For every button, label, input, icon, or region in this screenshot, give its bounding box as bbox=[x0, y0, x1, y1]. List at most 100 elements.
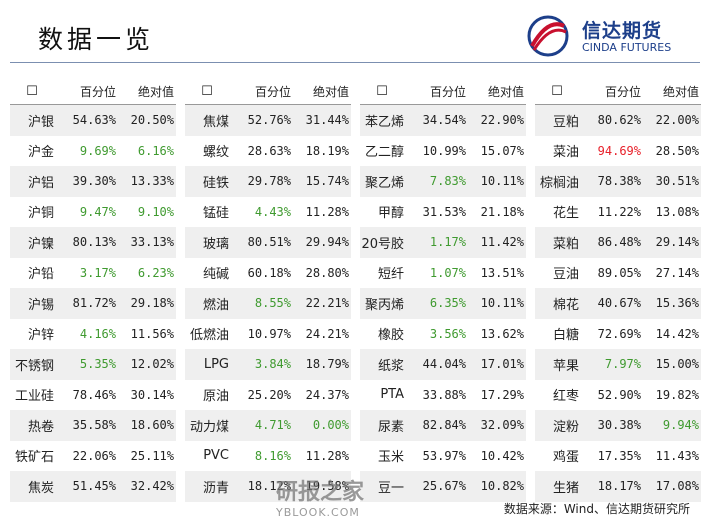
absolute-value: 18.19% bbox=[305, 143, 349, 158]
row-name: 聚乙烯 bbox=[364, 175, 404, 191]
table-row: 沪铅 3.17% 6.23% bbox=[10, 258, 176, 289]
row-name: 尿素 bbox=[377, 419, 404, 435]
row-name: 玻璃 bbox=[202, 236, 229, 252]
table: ☐ 百分位 绝对值 豆粕 80.62% 22.00% 菜油 94.69% 28.50% 棕榈油 78… bbox=[535, 78, 701, 502]
percentile: 18.17% bbox=[597, 479, 641, 494]
watermark: 研报之家 YBLOOK.COM bbox=[276, 474, 364, 519]
percentile: 35.58% bbox=[72, 418, 116, 433]
percentile: 10.97% bbox=[247, 326, 291, 341]
percentile: 44.04% bbox=[422, 357, 466, 372]
header-cell: 绝对值 bbox=[662, 84, 699, 99]
row-name: 硅铁 bbox=[202, 175, 229, 191]
row-name: 沪锌 bbox=[27, 328, 54, 344]
table-header: ☐ 百分位 绝对值 bbox=[185, 78, 351, 105]
absolute-value: 6.16% bbox=[137, 143, 174, 158]
percentile: 11.22% bbox=[597, 204, 641, 219]
absolute-value: 9.94% bbox=[662, 418, 699, 433]
table-header: ☐ 百分位 绝对值 bbox=[10, 78, 176, 105]
table-row: 纸浆 44.04% 17.01% bbox=[360, 349, 526, 380]
percentile: 78.38% bbox=[597, 174, 641, 189]
percentile: 4.43% bbox=[254, 204, 291, 219]
percentile: 8.55% bbox=[254, 296, 291, 311]
logo-english: CINDA FUTURES bbox=[582, 41, 672, 54]
table-row: 豆粕 80.62% 22.00% bbox=[535, 105, 701, 136]
percentile: 60.18% bbox=[247, 265, 291, 280]
table-row: 豆油 89.05% 27.14% bbox=[535, 258, 701, 289]
percentile: 81.72% bbox=[72, 296, 116, 311]
row-name: 玉米 bbox=[377, 450, 404, 466]
row-name: 沪锡 bbox=[27, 297, 54, 313]
percentile: 5.35% bbox=[79, 357, 116, 372]
table-row: 铁矿石 22.06% 25.11% bbox=[10, 441, 176, 472]
row-name: 淀粉 bbox=[552, 419, 579, 435]
percentile: 52.90% bbox=[597, 387, 641, 402]
absolute-value: 19.58% bbox=[305, 479, 349, 494]
percentile: 3.84% bbox=[254, 357, 291, 372]
table-row: LPG 3.84% 18.79% bbox=[185, 349, 351, 380]
table-row: 动力煤 4.71% 0.00% bbox=[185, 410, 351, 441]
percentile: 28.63% bbox=[247, 143, 291, 158]
row-name: PTA bbox=[380, 387, 404, 403]
absolute-value: 29.18% bbox=[130, 296, 174, 311]
header-cell: ☐ bbox=[551, 83, 563, 99]
table-row: 聚乙烯 7.83% 10.11% bbox=[360, 166, 526, 197]
absolute-value: 29.14% bbox=[655, 235, 699, 250]
row-name: 20号胶 bbox=[361, 236, 404, 252]
absolute-value: 11.42% bbox=[480, 235, 524, 250]
table-row: 锰硅 4.43% 11.28% bbox=[185, 197, 351, 228]
table-row: 甲醇 31.53% 21.18% bbox=[360, 197, 526, 228]
header-cell: ☐ bbox=[201, 83, 213, 99]
row-name: 豆一 bbox=[377, 480, 404, 496]
row-name: 豆粕 bbox=[552, 114, 579, 130]
table-row: 豆一 25.67% 10.82% bbox=[360, 471, 526, 502]
absolute-value: 11.28% bbox=[305, 204, 349, 219]
percentile: 86.48% bbox=[597, 235, 641, 250]
row-name: 锰硅 bbox=[202, 206, 229, 222]
absolute-value: 17.01% bbox=[480, 357, 524, 372]
table-row: 原油 25.20% 24.37% bbox=[185, 380, 351, 411]
row-name: 热卷 bbox=[27, 419, 54, 435]
table-row: 燃油 8.55% 22.21% bbox=[185, 288, 351, 319]
table-row: PTA 33.88% 17.29% bbox=[360, 380, 526, 411]
table-row: 淀粉 30.38% 9.94% bbox=[535, 410, 701, 441]
table-row: 棕榈油 78.38% 30.51% bbox=[535, 166, 701, 197]
header-cell: 绝对值 bbox=[312, 84, 349, 99]
row-name: 苯乙烯 bbox=[364, 114, 404, 130]
table-row: 沪铜 9.47% 9.10% bbox=[10, 197, 176, 228]
percentile: 80.62% bbox=[597, 113, 641, 128]
absolute-value: 25.11% bbox=[130, 448, 174, 463]
table-row: 橡胶 3.56% 13.62% bbox=[360, 319, 526, 350]
table-row: 菜粕 86.48% 29.14% bbox=[535, 227, 701, 258]
percentile: 82.84% bbox=[422, 418, 466, 433]
table-row: 沪锡 81.72% 29.18% bbox=[10, 288, 176, 319]
absolute-value: 13.08% bbox=[655, 204, 699, 219]
row-name: 红枣 bbox=[552, 389, 579, 405]
table-row: 菜油 94.69% 28.50% bbox=[535, 136, 701, 167]
table-row: 短纤 1.07% 13.51% bbox=[360, 258, 526, 289]
percentile: 80.51% bbox=[247, 235, 291, 250]
percentile: 6.35% bbox=[429, 296, 466, 311]
absolute-value: 30.51% bbox=[655, 174, 699, 189]
absolute-value: 32.09% bbox=[480, 418, 524, 433]
row-name: 沪铅 bbox=[27, 267, 54, 283]
row-name: 沪铝 bbox=[27, 175, 54, 191]
absolute-value: 19.82% bbox=[655, 387, 699, 402]
table-row: 沪银 54.63% 20.50% bbox=[10, 105, 176, 136]
percentile: 7.83% bbox=[429, 174, 466, 189]
header-cell: 绝对值 bbox=[487, 84, 524, 99]
row-name: 螺纹 bbox=[202, 145, 229, 161]
absolute-value: 22.21% bbox=[305, 296, 349, 311]
absolute-value: 10.11% bbox=[480, 174, 524, 189]
header-cell: 绝对值 bbox=[137, 84, 174, 99]
absolute-value: 11.56% bbox=[130, 326, 174, 341]
absolute-value: 10.82% bbox=[480, 479, 524, 494]
header-cell: 百分位 bbox=[604, 84, 641, 99]
table-row: 热卷 35.58% 18.60% bbox=[10, 410, 176, 441]
row-name: 棉花 bbox=[552, 297, 579, 313]
row-name: 聚丙烯 bbox=[364, 297, 404, 313]
percentile: 53.97% bbox=[422, 448, 466, 463]
table-row: 苯乙烯 34.54% 22.90% bbox=[360, 105, 526, 136]
row-name: 菜油 bbox=[552, 145, 579, 161]
table-row: 沪锌 4.16% 11.56% bbox=[10, 319, 176, 350]
absolute-value: 0.00% bbox=[312, 418, 349, 433]
